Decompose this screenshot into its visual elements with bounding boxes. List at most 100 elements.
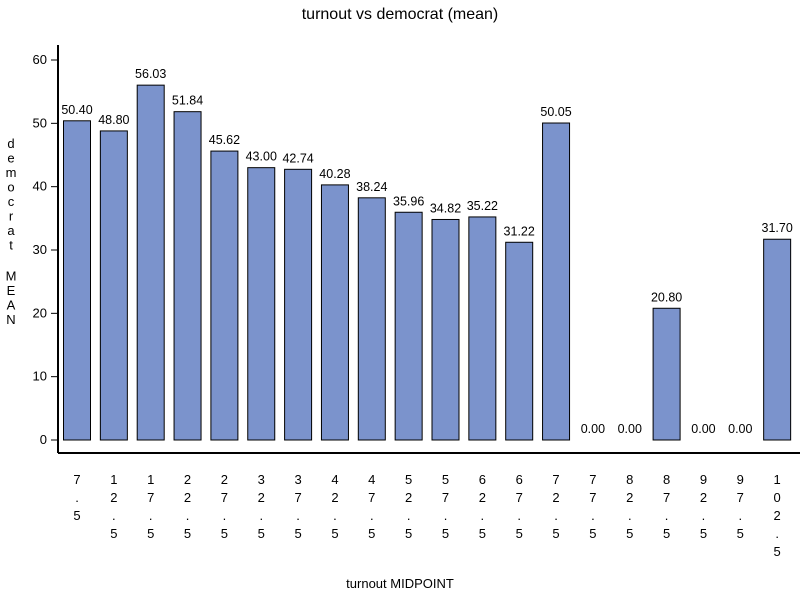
bar-value-label: 0.00	[691, 422, 715, 436]
x-tick-label-char: 5	[516, 526, 523, 541]
x-tick-label-char: 7	[442, 490, 449, 505]
x-tick-label-char: 2	[552, 490, 559, 505]
y-axis-label-char: E	[7, 283, 16, 298]
bar	[320, 184, 349, 441]
x-tick-label-char: 7	[221, 490, 228, 505]
bar	[284, 168, 313, 441]
bar	[99, 130, 128, 441]
bar	[394, 211, 423, 441]
x-tick-label-char: 5	[626, 526, 633, 541]
bar-value-label: 0.00	[581, 422, 605, 436]
bar-value-label: 50.40	[61, 103, 92, 117]
x-tick-label-char: 5	[110, 526, 117, 541]
x-tick-label-char: .	[112, 508, 116, 523]
y-axis-label-char: a	[7, 223, 15, 238]
x-tick-label-char: .	[444, 508, 448, 523]
x-tick-label-char: 2	[405, 490, 412, 505]
bar-value-label: 35.22	[467, 199, 498, 213]
bar-value-label: 34.82	[430, 201, 461, 215]
x-tick-label-char: .	[481, 508, 485, 523]
x-tick-label-char: 5	[589, 526, 596, 541]
y-axis-label-char: d	[7, 136, 14, 151]
x-tick-label-char: 5	[405, 526, 412, 541]
chart-title: turnout vs democrat (mean)	[301, 6, 499, 23]
x-tick-label-char: 7	[368, 490, 375, 505]
x-tick-label-char: 5	[147, 526, 154, 541]
x-tick-label-char: 5	[331, 526, 338, 541]
bar-value-label: 20.80	[651, 290, 682, 304]
bar	[542, 122, 571, 441]
y-axis-label-char: A	[7, 298, 16, 313]
y-axis-label-char: M	[6, 269, 17, 284]
x-tick-label-char: .	[223, 508, 227, 523]
x-tick-label-char: .	[738, 508, 742, 523]
y-tick-label: 40	[33, 179, 47, 194]
x-tick-label-char: 1	[774, 472, 781, 487]
x-tick-label-char: .	[628, 508, 632, 523]
y-axis-label-char: o	[7, 180, 14, 195]
x-tick-label-char: .	[702, 508, 706, 523]
y-axis-label-char: c	[8, 194, 15, 209]
y-tick-label: 10	[33, 369, 47, 384]
x-tick-label-char: .	[149, 508, 153, 523]
bar	[505, 241, 534, 441]
bar-value-label: 42.74	[282, 151, 313, 165]
y-tick-label: 30	[33, 242, 47, 257]
x-tick-label-char: 7	[552, 472, 559, 487]
x-tick-label-char: 2	[774, 508, 781, 523]
x-tick-label-char: 4	[331, 472, 338, 487]
x-tick-label-char: .	[775, 526, 779, 541]
x-tick-label-char: 5	[294, 526, 301, 541]
x-tick-label-char: 5	[737, 526, 744, 541]
x-tick-label-char: 7	[737, 490, 744, 505]
y-axis-label-char: r	[9, 209, 14, 224]
x-tick-label-char: 5	[442, 472, 449, 487]
x-tick-label-char: 1	[110, 472, 117, 487]
y-axis-label-char: e	[7, 151, 14, 166]
y-axis-label-char: m	[6, 165, 17, 180]
x-tick-label-char: 2	[184, 472, 191, 487]
x-tick-label-char: 2	[221, 472, 228, 487]
y-axis-label-char: t	[9, 238, 13, 253]
x-axis-label: turnout MIDPOINT	[346, 576, 454, 591]
bar	[652, 307, 681, 441]
x-tick-label-char: 8	[663, 472, 670, 487]
x-tick-label-char: .	[665, 508, 669, 523]
x-tick-label-char: 2	[258, 490, 265, 505]
x-tick-label-char: .	[333, 508, 337, 523]
x-tick-label-char: 7	[516, 490, 523, 505]
bar	[468, 216, 497, 441]
bar	[357, 197, 386, 441]
x-tick-label-char: 7	[589, 490, 596, 505]
x-tick-label-char: 5	[73, 508, 80, 523]
x-tick-label-char: 5	[221, 526, 228, 541]
bar-value-label: 45.62	[209, 133, 240, 147]
x-tick-label-char: .	[75, 490, 79, 505]
x-tick-label-char: 5	[700, 526, 707, 541]
x-tick-label-char: .	[296, 508, 300, 523]
x-tick-label-char: .	[370, 508, 374, 523]
x-tick-label-char: 5	[368, 526, 375, 541]
bar	[431, 218, 460, 441]
x-tick-label-char: 3	[258, 472, 265, 487]
x-tick-label-char: 2	[331, 490, 338, 505]
bar-value-label: 40.28	[319, 167, 350, 181]
x-tick-label-char: 9	[700, 472, 707, 487]
x-tick-label-char: .	[186, 508, 190, 523]
x-tick-label-char: 7	[147, 490, 154, 505]
x-tick-label-char: .	[517, 508, 521, 523]
x-tick-label-char: 2	[110, 490, 117, 505]
bar-value-label: 50.05	[540, 105, 571, 119]
x-tick-label-char: .	[259, 508, 263, 523]
x-tick-label-char: 2	[700, 490, 707, 505]
bar	[136, 84, 165, 441]
x-tick-label-char: 8	[626, 472, 633, 487]
x-tick-label-char: 5	[552, 526, 559, 541]
bar	[63, 120, 91, 441]
bar-value-label: 0.00	[728, 422, 752, 436]
x-tick-label-char: 5	[442, 526, 449, 541]
bar-value-label: 31.70	[762, 221, 793, 235]
x-tick-label-char: 7	[589, 472, 596, 487]
